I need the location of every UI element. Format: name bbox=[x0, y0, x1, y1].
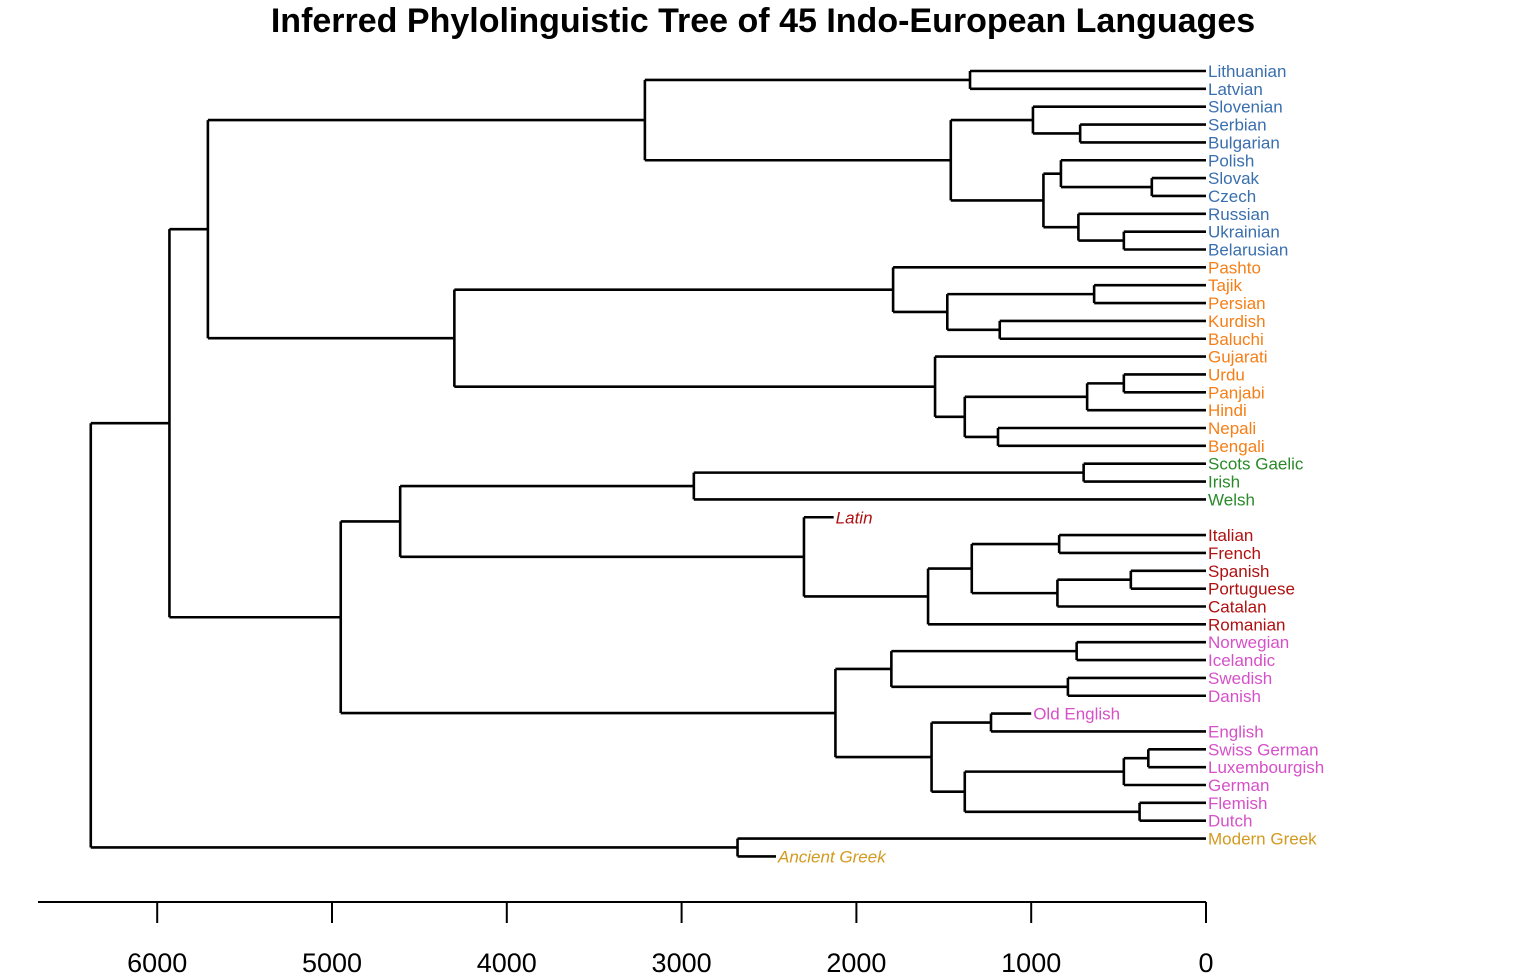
leaf-label-swiss-german: Swiss German bbox=[1208, 740, 1319, 759]
leaf-label-serbian: Serbian bbox=[1208, 116, 1267, 135]
leaf-label-nepali: Nepali bbox=[1208, 419, 1256, 438]
leaf-label-kurdish: Kurdish bbox=[1208, 312, 1266, 331]
x-axis-tick-label: 3000 bbox=[652, 948, 712, 978]
x-axis: 6000 5000 4000 3000 2000 1000 0 bbox=[38, 901, 1214, 978]
leaf-label-latvian: Latvian bbox=[1208, 80, 1263, 99]
leaf-label-english: English bbox=[1208, 722, 1264, 741]
leaf-label-russian: Russian bbox=[1208, 205, 1269, 224]
leaf-label-panjabi: Panjabi bbox=[1208, 383, 1265, 402]
leaf-label-flemish: Flemish bbox=[1208, 794, 1268, 813]
leaf-label-irish: Irish bbox=[1208, 473, 1240, 492]
leaf-label-danish: Danish bbox=[1208, 687, 1261, 706]
tree-branches bbox=[89, 69, 1206, 858]
leaf-label-baluchi: Baluchi bbox=[1208, 330, 1264, 349]
x-axis-tick-label: 1000 bbox=[1001, 948, 1061, 978]
x-axis-tick-label: 5000 bbox=[302, 948, 362, 978]
leaf-label-pashto: Pashto bbox=[1208, 258, 1261, 277]
leaf-label-portuguese: Portuguese bbox=[1208, 580, 1295, 599]
leaf-label-belarusian: Belarusian bbox=[1208, 241, 1288, 260]
leaf-label-bulgarian: Bulgarian bbox=[1208, 133, 1280, 152]
leaf-label-modern-greek: Modern Greek bbox=[1208, 830, 1317, 849]
leaf-label-gujarati: Gujarati bbox=[1208, 348, 1268, 367]
leaf-label-latin: Latin bbox=[836, 508, 873, 527]
leaf-label-norwegian: Norwegian bbox=[1208, 633, 1289, 652]
leaf-label-lithuanian: Lithuanian bbox=[1208, 62, 1286, 81]
leaf-label-catalan: Catalan bbox=[1208, 598, 1267, 617]
leaf-label-swedish: Swedish bbox=[1208, 669, 1272, 688]
x-axis-tick-label: 2000 bbox=[826, 948, 886, 978]
leaf-label-spanish: Spanish bbox=[1208, 562, 1269, 581]
leaf-label-old-english: Old English bbox=[1033, 705, 1120, 724]
leaf-label-polish: Polish bbox=[1208, 151, 1254, 170]
x-axis-tick-label: 0 bbox=[1198, 948, 1213, 978]
page-title: Inferred Phylolinguistic Tree of 45 Indo… bbox=[270, 2, 1256, 40]
x-axis-tick-label: 6000 bbox=[127, 948, 187, 978]
leaf-label-persian: Persian bbox=[1208, 294, 1266, 313]
leaf-label-scots-gaelic: Scots Gaelic bbox=[1208, 455, 1304, 474]
leaf-labels: LithuanianLatvianSlovenianSerbianBulgari… bbox=[777, 62, 1324, 866]
leaf-label-italian: Italian bbox=[1208, 526, 1253, 545]
leaf-label-welsh: Welsh bbox=[1208, 490, 1255, 509]
leaf-label-luxembourgish: Luxembourgish bbox=[1208, 758, 1324, 777]
leaf-label-bengali: Bengali bbox=[1208, 437, 1265, 456]
leaf-label-tajik: Tajik bbox=[1208, 276, 1243, 295]
leaf-label-ukrainian: Ukrainian bbox=[1208, 223, 1280, 242]
x-axis-tick-label: 4000 bbox=[477, 948, 537, 978]
leaf-label-icelandic: Icelandic bbox=[1208, 651, 1276, 670]
leaf-label-slovak: Slovak bbox=[1208, 169, 1260, 188]
leaf-label-urdu: Urdu bbox=[1208, 365, 1245, 384]
leaf-label-czech: Czech bbox=[1208, 187, 1256, 206]
leaf-label-slovenian: Slovenian bbox=[1208, 98, 1283, 117]
leaf-label-romanian: Romanian bbox=[1208, 615, 1286, 634]
leaf-label-hindi: Hindi bbox=[1208, 401, 1247, 420]
leaf-label-ancient-greek: Ancient Greek bbox=[777, 847, 887, 866]
leaf-label-dutch: Dutch bbox=[1208, 812, 1252, 831]
leaf-label-french: French bbox=[1208, 544, 1261, 563]
leaf-label-german: German bbox=[1208, 776, 1269, 795]
